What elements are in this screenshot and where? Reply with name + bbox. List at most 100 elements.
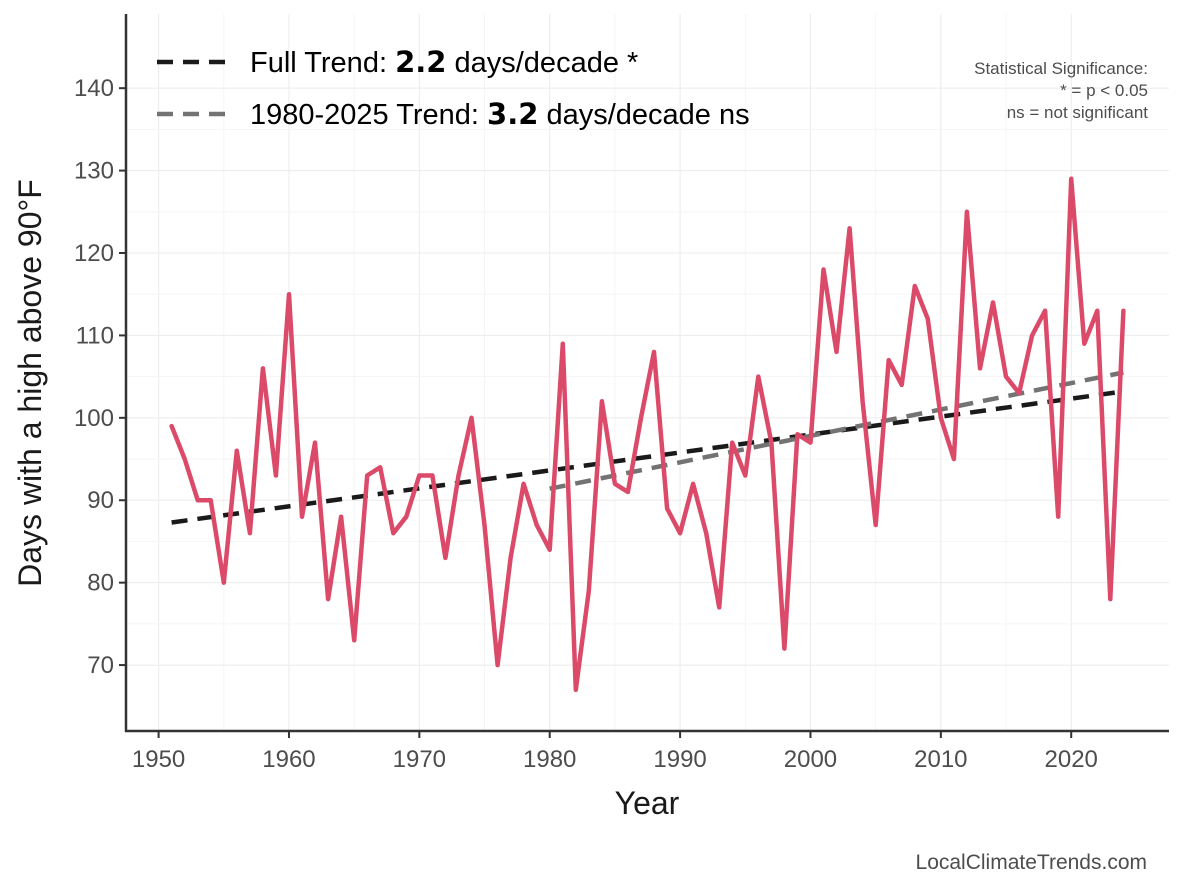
significance-note-p-value: * = p < 0.05 [1060,81,1148,100]
data-point-1987 [638,415,643,420]
data-point-1989 [665,506,670,511]
data-point-1966 [365,473,370,478]
data-point-2011 [951,457,956,462]
data-point-1995 [743,473,748,478]
significance-note-title: Statistical Significance: [974,59,1148,78]
x-tick-label: 1970 [393,746,446,773]
data-point-1963 [326,597,331,602]
significance-note: Statistical Significance: * = p < 0.05 n… [974,59,1148,122]
data-point-1979 [534,522,539,527]
data-point-2023 [1108,597,1113,602]
data-point-2019 [1056,514,1061,519]
data-point-1992 [704,531,709,536]
data-point-1960 [286,292,291,297]
data-point-1988 [652,349,657,354]
data-point-2016 [1017,391,1022,396]
x-tick-label: 1980 [523,746,576,773]
data-point-2006 [886,358,891,363]
x-tick-label: 1990 [653,746,706,773]
data-point-2020 [1069,176,1074,181]
data-point-1993 [717,605,722,610]
data-point-1957 [247,531,252,536]
trend-lines [171,370,1124,525]
y-tick-label: 100 [74,405,114,432]
data-point-1982 [573,687,578,692]
x-tick-label: 2010 [914,746,967,773]
axes [119,14,1169,738]
data-point-1972 [443,555,448,560]
data-point-1958 [260,366,265,371]
data-point-1961 [300,514,305,519]
data-point-1953 [195,498,200,503]
data-point-1954 [208,498,213,503]
data-point-1959 [273,473,278,478]
data-point-2002 [834,349,839,354]
y-tick-label: 110 [76,322,114,349]
data-point-1971 [430,473,435,478]
data-point-2010 [938,415,943,420]
grid [126,14,1169,731]
x-tick-label: 1960 [262,746,315,773]
data-point-1984 [599,399,604,404]
full-trend-line [171,389,1124,525]
data-point-1999 [795,432,800,437]
y-axis-title: Days with a high above 90°F [12,179,48,587]
data-point-2012 [964,209,969,214]
data-point-1962 [313,440,318,445]
tick-labels: 1950 1960 1970 1980 1990 2000 2010 2020 70 80 90 10… [74,75,1098,773]
data-point-1969 [404,514,409,519]
data-point-2008 [912,283,917,288]
data-point-1980 [547,547,552,552]
significance-note-ns: ns = not significant [1007,103,1149,122]
data-point-1983 [586,588,591,593]
data-point-1991 [691,481,696,486]
recent-trend-line [549,370,1124,491]
data-point-1994 [730,440,735,445]
legend-label-full-trend: Full Trend: 2.2 days/decade * [250,45,638,79]
data-point-1956 [234,448,239,453]
y-tick-label: 140 [74,75,114,102]
data-point-1977 [508,555,513,560]
data-point-2005 [873,522,878,527]
data-point-2022 [1095,308,1100,313]
y-tick-label: 70 [87,652,114,679]
data-point-1952 [182,457,187,462]
data-point-1975 [482,522,487,527]
data-point-2018 [1043,308,1048,313]
data-point-2015 [1004,374,1009,379]
data-point-1978 [521,481,526,486]
data-point-1968 [391,531,396,536]
data-point-1996 [756,374,761,379]
data-series [169,176,1126,693]
data-point-1985 [612,481,617,486]
x-tick-label: 1950 [132,746,185,773]
legend-label-recent-trend: 1980-2025 Trend: 3.2 days/decade ns [250,97,750,131]
legend: Full Trend: 2.2 days/decade * 1980-2025 … [157,45,750,131]
data-point-1964 [339,514,344,519]
x-axis-title: Year [615,785,680,821]
y-tick-label: 90 [87,487,114,514]
y-tick-label: 80 [87,570,114,597]
data-point-1973 [456,473,461,478]
data-point-2013 [977,366,982,371]
data-point-2024 [1121,308,1126,313]
data-point-1997 [769,440,774,445]
data-point-2017 [1030,333,1035,338]
data-point-2007 [899,382,904,387]
data-point-2014 [990,300,995,305]
data-point-2009 [925,316,930,321]
data-point-1986 [625,490,630,495]
data-point-1974 [469,415,474,420]
series-line-days-above-90 [169,176,1126,693]
data-point-2000 [808,440,813,445]
data-point-1967 [378,465,383,470]
data-point-1955 [221,580,226,585]
data-point-1976 [495,663,500,668]
data-point-1965 [352,638,357,643]
data-point-2021 [1082,341,1087,346]
data-point-1990 [678,531,683,536]
source-caption: LocalClimateTrends.com [916,851,1147,874]
data-point-1951 [169,424,174,429]
